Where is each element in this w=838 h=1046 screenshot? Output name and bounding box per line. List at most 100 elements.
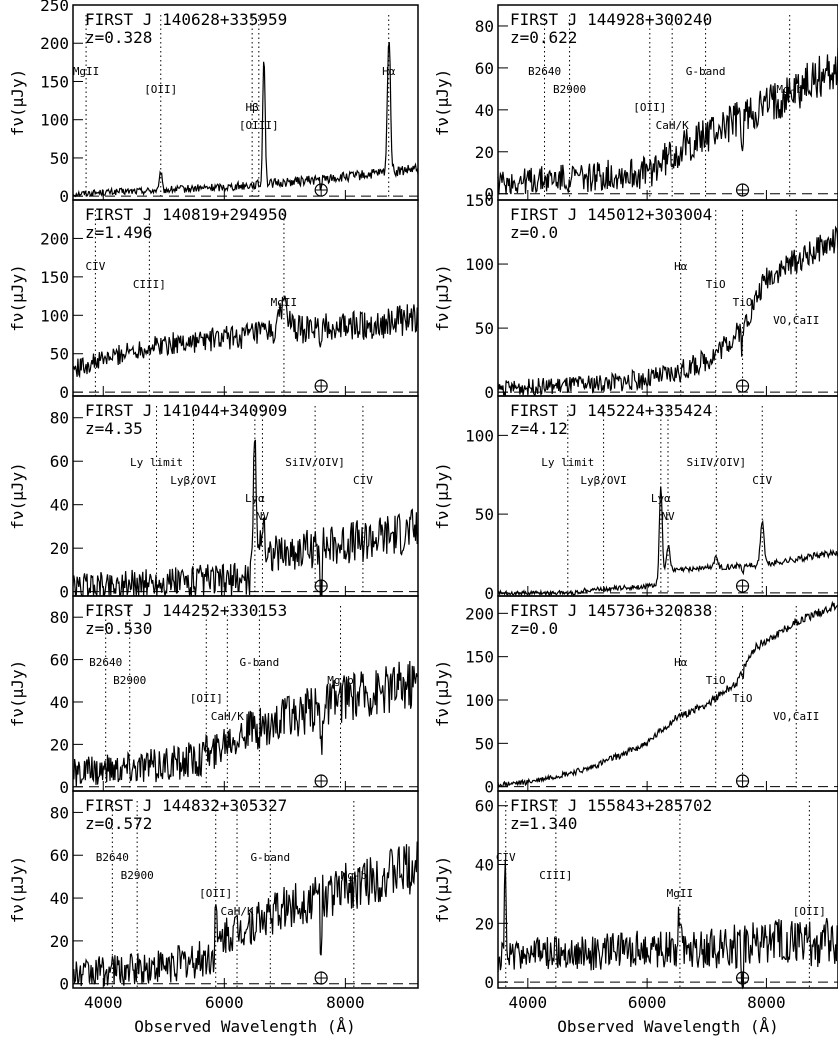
- spectrum-panel-left-2: 0 20 40 60 80 fν(μJy) Ly limit Lyβ/OVI Lyα NV SiIV…: [8, 395, 419, 602]
- spectrum-line: [497, 47, 838, 195]
- redshift-label: z=1.340: [510, 814, 577, 833]
- panel-title: FIRST J 145224+335424: [510, 401, 712, 420]
- line-label: NV: [256, 510, 270, 523]
- y-tick-label: 40: [50, 889, 69, 908]
- y-tick-label: 0: [484, 973, 494, 992]
- spectrum-line: [72, 42, 419, 198]
- spectrum-line: [72, 439, 419, 597]
- line-label: B2640: [96, 851, 129, 864]
- panel-title: FIRST J 144928+300240: [510, 10, 712, 29]
- line-label: TiO: [706, 278, 726, 291]
- y-axis-label: fν(μJy): [433, 462, 452, 529]
- spectrum-line: [72, 841, 419, 987]
- panel-title: FIRST J 145736+320838: [510, 601, 712, 620]
- spectrum-panel-right-0: 0 20 40 60 80 fν(μJy) B2640 B2900 [OII] CaH/K G-ba…: [433, 4, 838, 204]
- y-tick-label: 40: [475, 101, 494, 120]
- panel-title: FIRST J 140628+335959: [85, 10, 287, 29]
- y-tick-label: 200: [465, 604, 494, 623]
- y-tick-label: 100: [465, 255, 494, 274]
- y-tick-label: 80: [50, 409, 69, 428]
- line-label: CIII]: [539, 869, 572, 882]
- line-label: Lyα: [245, 492, 265, 505]
- line-label: MgII: [667, 887, 694, 900]
- panel-title: FIRST J 141044+340909: [85, 401, 287, 420]
- y-tick-label: 200: [40, 229, 69, 248]
- line-label: CIV: [752, 474, 772, 487]
- line-label: G-band: [240, 656, 280, 669]
- y-tick-label: 150: [40, 268, 69, 287]
- line-label: MgII: [73, 65, 100, 78]
- line-label: SiIV/OIV]: [285, 456, 345, 469]
- spectrum-line: [497, 859, 838, 990]
- spectrum-panel-left-3: 0 20 40 60 80 fν(μJy) B2640 B2900 [OII] CaH/K G-ba…: [8, 595, 419, 797]
- line-label: TiO: [706, 674, 726, 687]
- redshift-label: z=0.328: [85, 28, 152, 47]
- panel-title: FIRST J 155843+285702: [510, 796, 712, 815]
- line-label: Hα: [674, 656, 688, 669]
- y-tick-label: 80: [475, 17, 494, 36]
- line-label: G-band: [686, 65, 726, 78]
- line-label: SiIV/OIV]: [687, 456, 747, 469]
- y-axis-label: fν(μJy): [8, 264, 27, 331]
- y-tick-label: 0: [59, 187, 69, 206]
- y-tick-label: 100: [40, 111, 69, 130]
- y-axis-label: fν(μJy): [433, 264, 452, 331]
- y-tick-label: 0: [59, 975, 69, 994]
- line-label: B2640: [89, 656, 122, 669]
- panel-title: FIRST J 140819+294950: [85, 205, 287, 224]
- line-label: Lyβ/OVI: [580, 474, 626, 487]
- x-axis-label-left: Observed Wavelength (Å): [134, 1017, 356, 1036]
- line-label: TiO: [733, 692, 753, 705]
- y-tick-label: 0: [59, 778, 69, 797]
- line-label: CIV: [496, 851, 516, 864]
- spectrum-panel-right-4: 0 20 40 60 fν(μJy) 4000 6000 8000 CIV CIII] MgII [O…: [433, 790, 838, 1012]
- panel-title: FIRST J 144252+330153: [85, 601, 287, 620]
- y-tick-label: 60: [50, 651, 69, 670]
- line-label: [OII]: [144, 83, 177, 96]
- y-tick-label: 150: [40, 72, 69, 91]
- line-label: Hα: [674, 260, 688, 273]
- redshift-label: z=0.622: [510, 28, 577, 47]
- line-label: [OII]: [199, 887, 232, 900]
- x-tick-label: 6000: [205, 993, 244, 1012]
- line-label: [OIII]: [239, 119, 279, 132]
- spectrum-line: [497, 225, 838, 397]
- y-tick-label: 60: [50, 452, 69, 471]
- spectrum-line: [72, 660, 419, 787]
- y-axis-label: fν(μJy): [433, 660, 452, 727]
- spectrum-panel-left-1: 0 50 100 150 200 fν(μJy) CIV CIII] MgII FIRST J 1…: [8, 199, 419, 402]
- y-tick-label: 60: [475, 59, 494, 78]
- line-label: B2640: [528, 65, 561, 78]
- line-label: [OII]: [793, 905, 826, 918]
- y-tick-label: 0: [59, 583, 69, 602]
- y-tick-label: 60: [475, 797, 494, 816]
- y-tick-label: 0: [484, 185, 494, 204]
- line-label: Ly limit: [130, 456, 183, 469]
- line-label: VO,CaII: [773, 710, 819, 723]
- line-label: MgII: [271, 296, 298, 309]
- line-label: CaH/K: [656, 119, 689, 132]
- spectrum-line: [497, 486, 838, 597]
- panel-frame: [497, 790, 838, 989]
- redshift-label: z=0.0: [510, 619, 558, 638]
- line-label: [OII]: [190, 692, 223, 705]
- y-tick-label: 0: [484, 383, 494, 402]
- spectrum-panel-left-4: 0 20 40 60 80 fν(μJy) 4000 6000 8000 B2640 B2900 [O…: [8, 790, 419, 1012]
- x-tick-label: 8000: [326, 993, 365, 1012]
- y-tick-label: 100: [465, 426, 494, 445]
- y-tick-label: 40: [50, 496, 69, 515]
- y-tick-label: 50: [50, 345, 69, 364]
- line-label: VO,CaII: [773, 314, 819, 327]
- y-axis-label: fν(μJy): [433, 69, 452, 136]
- y-tick-label: 80: [50, 608, 69, 627]
- y-tick-label: 40: [475, 856, 494, 875]
- y-tick-label: 0: [484, 778, 494, 797]
- y-tick-label: 0: [59, 383, 69, 402]
- spectrum-panel-left-0: 0 50 100 150 200 250 fν(μJy) MgII [OII] Hβ [OIII] H…: [8, 0, 419, 206]
- line-label: NV: [661, 510, 675, 523]
- redshift-label: z=1.496: [85, 223, 152, 242]
- y-tick-label: 150: [465, 191, 494, 210]
- x-axis-label-right: Observed Wavelength (Å): [557, 1017, 779, 1036]
- spectrum-panel-right-3: 0 50 100 150 200 fν(μJy) Hα TiO TiO VO,CaII FIRST …: [433, 595, 838, 797]
